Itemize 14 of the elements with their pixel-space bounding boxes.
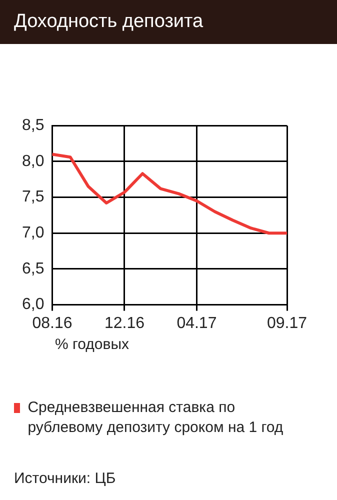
x-tick-label: 09.17 <box>266 314 308 332</box>
y-tick-label: 8,5 <box>22 117 44 134</box>
y-tick-label: 7,0 <box>22 224 44 242</box>
x-tick-label: 08.16 <box>32 314 72 332</box>
y-tick-label: 8,0 <box>22 152 44 170</box>
text: Источники: ЦБ <box>14 470 116 487</box>
y-tick-label: 6,0 <box>22 296 44 314</box>
y-tick-label: 7,5 <box>22 188 44 206</box>
x-tick-label: 12.16 <box>104 314 145 332</box>
legend-label: Средневзвешенная ставка по рублевому депозиту сроком на 1 год <box>28 398 284 438</box>
text: % годовых <box>55 336 130 353</box>
y-tick-label: 6,5 <box>22 260 44 278</box>
chart-title: Доходность депозита <box>0 0 337 44</box>
x-tick-label: 04.17 <box>176 314 217 332</box>
